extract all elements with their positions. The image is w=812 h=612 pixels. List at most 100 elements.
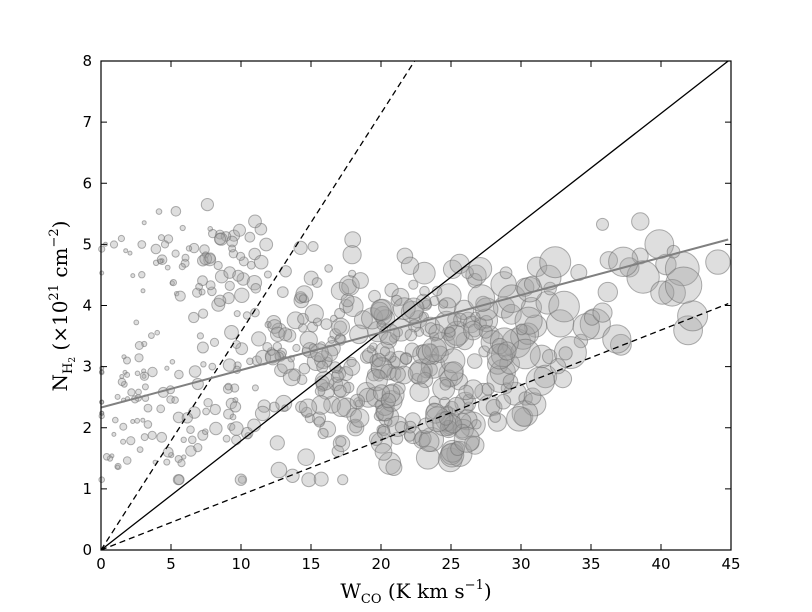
- data-point: [268, 401, 280, 413]
- y-tick-label: 3: [82, 358, 92, 376]
- reference-line-3: [101, 238, 729, 409]
- data-point: [572, 313, 600, 341]
- data-point: [408, 279, 419, 290]
- data-point: [251, 384, 259, 392]
- data-point: [350, 408, 370, 428]
- data-point: [311, 277, 323, 288]
- data-point: [597, 281, 618, 303]
- data-point: [228, 244, 237, 253]
- data-point: [99, 270, 105, 276]
- x-label-main: W: [340, 579, 361, 603]
- data-point: [313, 416, 325, 428]
- data-point: [297, 312, 309, 325]
- data-point: [202, 428, 209, 436]
- data-point: [164, 365, 170, 371]
- data-point: [424, 406, 451, 433]
- data-point: [122, 456, 132, 465]
- data-point: [147, 366, 158, 378]
- x-label-sub: CO: [361, 592, 382, 607]
- y-tick-label: 4: [82, 297, 92, 315]
- data-point: [134, 370, 141, 377]
- data-point: [156, 431, 168, 443]
- data-point: [233, 310, 241, 318]
- data-point: [242, 311, 252, 320]
- data-point: [179, 224, 186, 232]
- data-point: [207, 226, 213, 232]
- data-point: [316, 360, 329, 373]
- data-point: [523, 387, 542, 406]
- data-point: [317, 427, 329, 440]
- data-point: [138, 271, 146, 279]
- data-point: [246, 357, 254, 366]
- y-tick-label: 0: [82, 541, 92, 559]
- data-point: [583, 309, 601, 326]
- data-point: [171, 249, 180, 258]
- data-point: [186, 425, 195, 435]
- data-point: [324, 264, 333, 273]
- data-point: [220, 231, 232, 242]
- data-point: [253, 254, 269, 270]
- x-tick-label: 30: [511, 555, 530, 573]
- data-point: [136, 446, 144, 454]
- data-point: [447, 396, 466, 415]
- data-point: [281, 404, 289, 412]
- data-point: [470, 311, 481, 322]
- data-point: [374, 443, 393, 461]
- data-point: [233, 223, 246, 237]
- data-point: [553, 336, 587, 370]
- data-point: [402, 297, 425, 320]
- data-point: [130, 419, 136, 424]
- x-tick-label: 40: [651, 555, 670, 573]
- x-tick-label: 15: [301, 555, 320, 573]
- data-point: [157, 258, 164, 265]
- data-point: [298, 323, 308, 333]
- data-point: [463, 379, 484, 400]
- data-point: [479, 315, 494, 329]
- y-label-rest: (×10: [48, 301, 72, 357]
- data-point: [439, 379, 452, 391]
- data-point: [297, 448, 315, 467]
- data-point: [232, 340, 242, 349]
- y-tick-labels: 0 1 2 3 4 5 6 7 8: [82, 52, 92, 559]
- data-point: [213, 294, 227, 307]
- data-point: [548, 290, 580, 323]
- data-point: [539, 246, 572, 279]
- data-point: [127, 388, 136, 397]
- data-point: [631, 212, 650, 231]
- data-point: [224, 382, 233, 391]
- x-tick-label: 25: [441, 555, 460, 573]
- data-point: [196, 332, 204, 340]
- data-point: [298, 294, 308, 303]
- data-point: [199, 252, 213, 266]
- data-point: [174, 290, 186, 302]
- data-point: [285, 468, 300, 483]
- data-point: [263, 270, 272, 279]
- data-point: [592, 302, 613, 323]
- data-point: [134, 353, 144, 363]
- data-point: [204, 252, 216, 264]
- data-point: [523, 275, 541, 293]
- x-tick-label: 0: [96, 555, 106, 573]
- data-point: [525, 366, 555, 396]
- data-point: [213, 260, 223, 271]
- data-point: [188, 242, 200, 254]
- data-point: [366, 345, 375, 354]
- data-point: [333, 384, 347, 398]
- data-point: [173, 474, 185, 486]
- data-point: [404, 328, 418, 342]
- data-point: [222, 383, 234, 394]
- data-point: [311, 411, 327, 426]
- data-point: [431, 345, 449, 363]
- y-tick-label: 7: [82, 113, 92, 131]
- data-point: [330, 369, 344, 383]
- data-point: [203, 398, 213, 408]
- data-point: [515, 323, 528, 336]
- data-point: [150, 243, 162, 255]
- data-point: [626, 260, 660, 294]
- data-point: [229, 413, 237, 421]
- y-label-sub: H: [61, 363, 76, 374]
- data-point: [346, 418, 365, 437]
- data-point: [231, 434, 242, 446]
- data-point: [371, 352, 386, 367]
- data-point: [501, 303, 522, 325]
